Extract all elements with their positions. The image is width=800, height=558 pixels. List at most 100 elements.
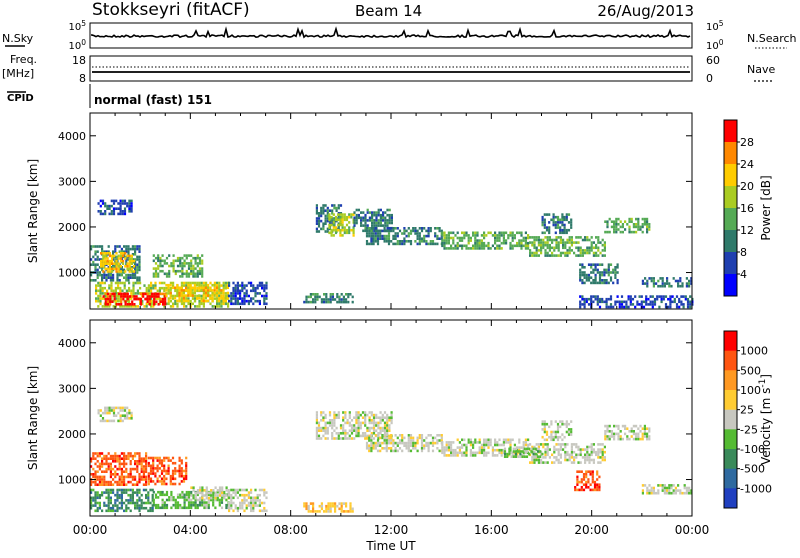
power-ytick-2: 3000 bbox=[58, 175, 86, 188]
velocity-panel: 1000 2000 3000 4000 Slant Range [km] bbox=[26, 319, 693, 517]
velocity-cbar-label: Velocity [m s-1] bbox=[758, 374, 773, 465]
power-region-1 bbox=[100, 252, 136, 273]
velocity-colorbar-step-8 bbox=[724, 488, 737, 509]
beam-title: Beam 14 bbox=[355, 2, 422, 20]
power-region-18 bbox=[303, 293, 354, 304]
power-region-15 bbox=[604, 217, 651, 234]
power-colorbar-step-4 bbox=[724, 208, 737, 231]
velocity-region-14 bbox=[641, 484, 693, 495]
velocity-colorbar-step-5 bbox=[724, 429, 737, 450]
velocity-colorbar: 1000 500 100 25 -25 -100 -500 -1000 Velocity [m … bbox=[723, 330, 773, 509]
power-ylabel: Slant Range [km] bbox=[26, 159, 40, 263]
velocity-colorbar-step-0 bbox=[724, 331, 737, 351]
power-region-7 bbox=[228, 281, 268, 306]
time-tick-3: 12:00 bbox=[374, 523, 409, 537]
power-region-12 bbox=[441, 231, 530, 250]
velocity-cbar-tick-1: 500 bbox=[740, 364, 761, 377]
velocity-region-10 bbox=[529, 443, 606, 464]
velocity-region-5 bbox=[97, 406, 133, 423]
velocity-ytick-3: 4000 bbox=[58, 337, 86, 350]
freq-panel: Freq. [MHz] 18 8 60 0 Nave bbox=[2, 53, 775, 85]
nsky-trace bbox=[91, 26, 691, 39]
velocity-cbar-tick-5: -100 bbox=[740, 443, 765, 456]
time-axis-label: Time UT bbox=[365, 539, 416, 553]
nsky-label: N.Sky bbox=[2, 32, 34, 45]
power-region-11 bbox=[365, 227, 443, 246]
power-region-9 bbox=[328, 213, 355, 237]
velocity-cells bbox=[90, 406, 693, 513]
power-ytick-3: 4000 bbox=[58, 130, 86, 143]
power-colorbar-step-0 bbox=[724, 120, 737, 143]
velocity-colorbar-step-6 bbox=[724, 449, 737, 469]
power-colorbar-step-3 bbox=[724, 186, 737, 209]
power-region-2 bbox=[152, 254, 204, 278]
time-tick-1: 04:00 bbox=[173, 523, 208, 537]
velocity-ytick-2: 3000 bbox=[58, 382, 86, 395]
power-colorbar: 4 8 12 16 20 24 28 Power [dB] bbox=[723, 119, 773, 297]
velocity-cbar-tick-0: 1000 bbox=[740, 345, 768, 358]
velocity-cbar-tick-7: -1000 bbox=[740, 482, 772, 495]
freq-unit: [MHz] bbox=[2, 67, 34, 80]
power-cbar-tick-6: 28 bbox=[740, 136, 754, 149]
velocity-cbar-tick-4: -25 bbox=[740, 423, 758, 436]
power-region-16 bbox=[579, 263, 619, 285]
time-tick-2: 08:00 bbox=[273, 523, 308, 537]
power-cbar-tick-0: 4 bbox=[740, 268, 747, 281]
power-cbar-tick-4: 20 bbox=[740, 180, 754, 193]
freq-tick-bottom: 8 bbox=[79, 72, 86, 85]
power-cbar-tick-3: 16 bbox=[740, 202, 754, 215]
freq-label: Freq. bbox=[10, 53, 37, 66]
freq-tick-top: 18 bbox=[72, 54, 86, 67]
power-region-4 bbox=[102, 292, 167, 306]
velocity-cbar-tick-6: -500 bbox=[740, 463, 765, 476]
power-colorbar-step-2 bbox=[724, 164, 737, 187]
velocity-ytick-0: 1000 bbox=[58, 474, 86, 487]
velocity-colorbar-step-1 bbox=[724, 350, 737, 371]
power-region-17 bbox=[641, 277, 693, 288]
power-colorbar-step-6 bbox=[724, 252, 737, 275]
power-region-5 bbox=[165, 283, 229, 303]
power-cells bbox=[90, 199, 694, 309]
velocity-ylabel: Slant Range [km] bbox=[26, 366, 40, 470]
velocity-region-12 bbox=[604, 424, 651, 441]
velocity-region-11 bbox=[541, 420, 573, 442]
power-ytick-0: 1000 bbox=[58, 267, 86, 280]
time-tick-4: 16:00 bbox=[474, 523, 509, 537]
power-panel: 1000 2000 3000 4000 Slant Range [km] bbox=[26, 112, 694, 310]
velocity-cbar-tick-2: 100 bbox=[740, 384, 761, 397]
nave-label: Nave bbox=[747, 63, 775, 76]
nsearch-tick-bottom: 100 bbox=[706, 38, 724, 53]
velocity-region-4 bbox=[190, 486, 230, 500]
velocity-region-2 bbox=[90, 488, 154, 513]
velocity-region-16 bbox=[503, 447, 544, 458]
date-title: 26/Aug/2013 bbox=[597, 2, 694, 20]
station-title: Stokkseyri (fitACF) bbox=[92, 0, 250, 20]
velocity-region-3 bbox=[152, 490, 230, 510]
time-tick-6: 00:00 bbox=[675, 523, 710, 537]
power-region-19 bbox=[579, 295, 694, 309]
velocity-colorbar-step-3 bbox=[724, 390, 737, 410]
velocity-cbar-tick-3: 25 bbox=[740, 404, 754, 417]
power-cbar-tick-5: 24 bbox=[740, 158, 754, 171]
nave-tick-top: 60 bbox=[706, 54, 720, 67]
power-colorbar-step-1 bbox=[724, 142, 737, 165]
power-cbar-tick-2: 12 bbox=[740, 224, 754, 237]
velocity-colorbar-step-2 bbox=[724, 370, 737, 391]
nsky-tick-top: 105 bbox=[68, 19, 86, 34]
nsky-panel: N.Sky 105 100 105 100 N.Search bbox=[2, 19, 797, 53]
nsearch-tick-top: 105 bbox=[706, 19, 724, 34]
power-region-13 bbox=[529, 236, 606, 257]
velocity-region-6 bbox=[228, 488, 268, 513]
velocity-region-8 bbox=[365, 434, 443, 453]
velocity-region-7 bbox=[315, 411, 393, 440]
power-cbar-label: Power [dB] bbox=[759, 175, 773, 240]
cpid-label: CPID bbox=[7, 93, 34, 104]
velocity-colorbar-step-7 bbox=[724, 468, 737, 489]
power-cbar-tick-1: 8 bbox=[740, 246, 747, 259]
time-axis: 00:00 04:00 08:00 12:00 16:00 20:00 00:00 Time … bbox=[73, 523, 710, 553]
velocity-colorbar-step-4 bbox=[724, 409, 737, 430]
time-tick-0: 00:00 bbox=[73, 523, 108, 537]
velocity-region-13 bbox=[574, 470, 601, 492]
